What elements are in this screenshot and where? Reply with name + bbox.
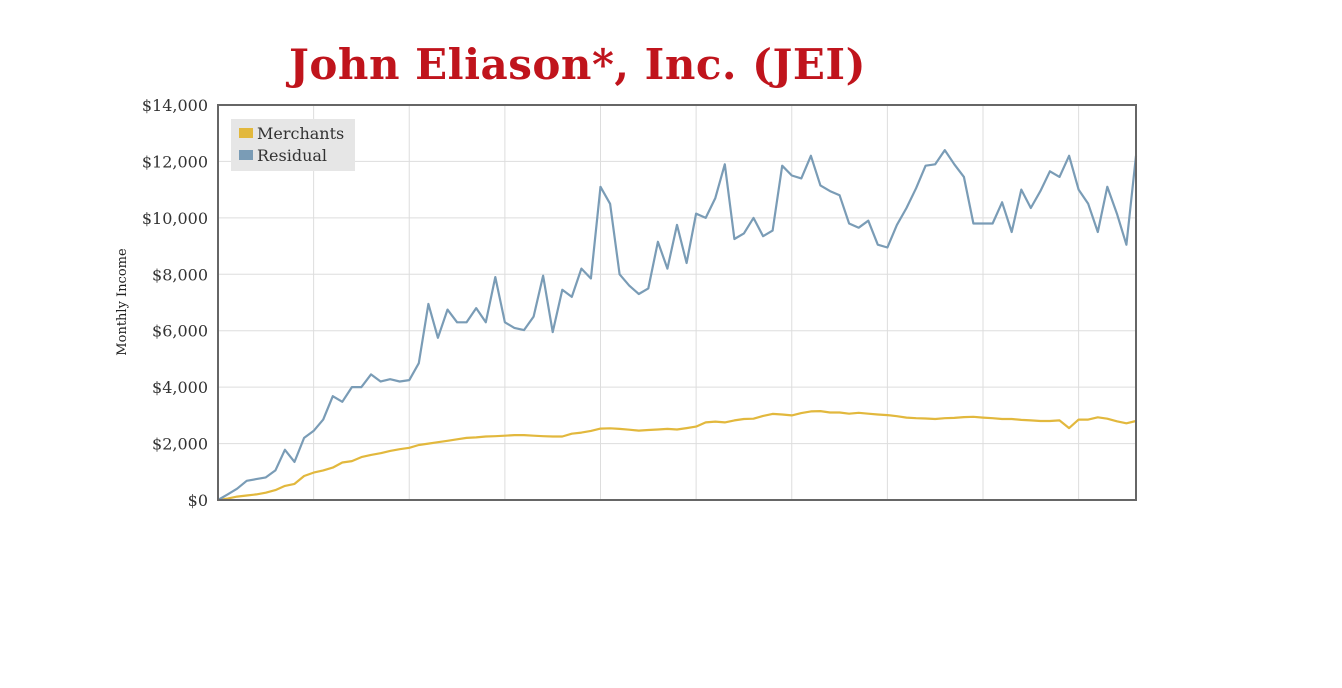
y-tick-label: $10,000 — [142, 209, 208, 228]
y-axis-label: Monthly Income — [115, 248, 130, 356]
y-tick-label: $0 — [188, 491, 208, 510]
legend: Merchants Residual — [231, 119, 355, 171]
series-line-merchants — [217, 410, 1137, 502]
legend-label-merchants: Merchants — [257, 124, 344, 143]
series-lines — [217, 149, 1138, 502]
chart-title: John Eliason*, Inc. (JEI) — [289, 40, 866, 89]
legend-swatch-merchants — [239, 128, 253, 138]
legend-box — [231, 119, 355, 171]
grid-lines — [218, 104, 1136, 501]
legend-swatch-residual — [239, 150, 253, 160]
y-tick-label: $12,000 — [142, 152, 208, 171]
legend-label-residual: Residual — [257, 146, 327, 165]
plot-frame — [217, 104, 1137, 501]
series-line-residual — [217, 149, 1138, 501]
y-tick-label: $8,000 — [152, 265, 208, 284]
y-axis-ticks: $0 $2,000 $4,000 $6,000 $8,000 $10,000 $12,000… — [142, 96, 208, 510]
y-tick-label: $14,000 — [142, 96, 208, 115]
y-tick-label: $6,000 — [152, 322, 208, 341]
y-tick-label: $2,000 — [152, 435, 208, 454]
y-tick-label: $4,000 — [152, 378, 208, 397]
